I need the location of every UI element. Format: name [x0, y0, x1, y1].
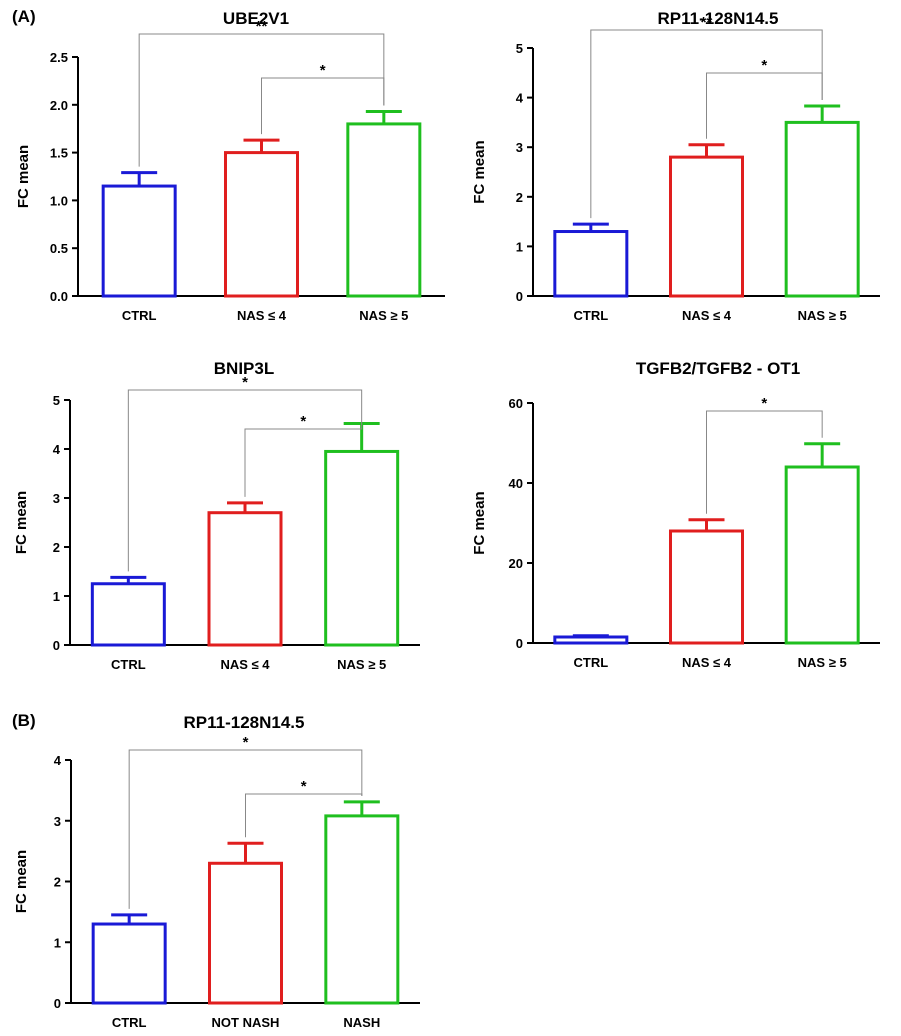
significance-label: *: [761, 57, 767, 74]
bar-3: [324, 814, 400, 1005]
charts-container: UBE2V1 FC mean 0.0 0.5 1.0 1.5 2.0 2.5 CTRL NAS ≤…: [13, 9, 880, 1030]
bar-1: [553, 635, 629, 645]
bar-2: [669, 155, 744, 298]
significance-label: *: [243, 734, 249, 751]
y-axis-label: FC mean: [471, 491, 488, 554]
bar-1: [91, 922, 167, 1005]
significance-bracket: [261, 77, 385, 135]
bar-1: [90, 582, 166, 647]
significance-bracket: [245, 793, 363, 838]
y-axis-label: FC mean: [471, 140, 488, 203]
significance-bracket: [127, 389, 363, 572]
chart-4: TGFB2/TGFB2 - OT1 FC mean 0 20 40 60 CTRL NAS ≤…: [471, 359, 880, 670]
category-label: NAS ≤ 4: [682, 655, 732, 670]
y-tick-label: 0.0: [50, 289, 68, 304]
significance-label: **: [701, 14, 713, 31]
significance-label: **: [256, 18, 268, 35]
chart-2: RP11-128N14.5 FC mean 0 1 2 3 4 5 CTRL NAS ≤ 4 NAS…: [471, 9, 880, 323]
bar-1: [101, 184, 177, 298]
y-tick-label: 2: [53, 540, 60, 555]
y-tick-label: 4: [53, 442, 61, 457]
category-label: CTRL: [573, 655, 608, 670]
chart-3: BNIP3L FC mean 0 1 2 3 4 5 CTRL NAS ≤ 4 NAS ≥ 5 * *: [13, 359, 420, 672]
bar-3: [324, 449, 400, 647]
y-tick-label: 5: [516, 41, 523, 56]
chart-title: RP11-128N14.5: [184, 713, 305, 732]
significance-bracket: [590, 29, 823, 219]
y-tick-label: 0: [516, 636, 523, 651]
y-tick-label: 40: [509, 476, 523, 491]
chart-title: TGFB2/TGFB2 - OT1: [636, 359, 800, 378]
significance-label: *: [300, 413, 306, 430]
y-tick-label: 1: [54, 935, 61, 950]
y-tick-label: 2.5: [50, 50, 68, 65]
category-label: NAS ≥ 5: [337, 657, 386, 672]
y-tick-label: 0: [54, 996, 61, 1011]
category-label: NAS ≤ 4: [237, 308, 287, 323]
y-tick-label: 2: [54, 875, 61, 890]
category-label: NAS ≥ 5: [798, 655, 847, 670]
panel-label-b: (B): [12, 711, 36, 730]
bar-2: [208, 861, 283, 1005]
significance-bracket: [128, 749, 363, 909]
y-tick-label: 3: [53, 491, 60, 506]
y-tick-label: 60: [509, 396, 523, 411]
y-tick-label: 1.0: [50, 193, 68, 208]
y-axis-label: FC mean: [13, 491, 30, 554]
panel-label-a: (A): [12, 7, 36, 26]
category-label: CTRL: [122, 308, 157, 323]
bar-2: [669, 529, 744, 645]
category-label: CTRL: [111, 657, 146, 672]
bar-2: [207, 511, 283, 647]
significance-bracket: [706, 72, 823, 139]
category-label: CTRL: [573, 308, 608, 323]
category-label: CTRL: [112, 1015, 147, 1030]
y-tick-label: 0: [53, 638, 60, 653]
chart-1: UBE2V1 FC mean 0.0 0.5 1.0 1.5 2.0 2.5 CTRL NAS ≤…: [15, 9, 445, 323]
y-tick-label: 2: [516, 190, 523, 205]
y-tick-label: 1: [516, 239, 523, 254]
y-tick-label: 0: [516, 289, 523, 304]
bar-1: [553, 230, 629, 298]
category-label: NOT NASH: [212, 1015, 280, 1030]
y-tick-label: 4: [54, 753, 62, 768]
chart-5: RP11-128N14.5 FC mean 0 1 2 3 4 CTRL NOT NASH NAS…: [13, 713, 420, 1030]
category-label: NAS ≥ 5: [359, 308, 408, 323]
y-tick-label: 0.5: [50, 241, 68, 256]
category-label: NAS ≥ 5: [798, 308, 847, 323]
y-tick-label: 3: [516, 140, 523, 155]
bar-3: [784, 465, 860, 645]
chart-title: UBE2V1: [223, 9, 289, 28]
significance-label: *: [320, 62, 326, 79]
y-tick-label: 20: [509, 556, 523, 571]
significance-label: *: [301, 778, 307, 795]
significance-label: *: [242, 374, 248, 391]
y-axis-label: FC mean: [13, 850, 30, 913]
bar-3: [346, 122, 422, 298]
y-axis-label: FC mean: [15, 145, 32, 208]
significance-label: *: [761, 395, 767, 412]
bar-3: [784, 120, 860, 298]
y-tick-label: 3: [54, 814, 61, 829]
y-tick-label: 1: [53, 589, 60, 604]
y-tick-label: 1.5: [50, 146, 68, 161]
chart-title: RP11-128N14.5: [658, 9, 779, 28]
y-tick-label: 5: [53, 393, 60, 408]
significance-bracket: [706, 410, 823, 514]
y-tick-label: 4: [516, 91, 524, 106]
significance-bracket: [244, 417, 363, 497]
bar-2: [224, 151, 299, 298]
category-label: NASH: [343, 1015, 380, 1030]
significance-bracket: [138, 33, 385, 167]
category-label: NAS ≤ 4: [220, 657, 270, 672]
y-tick-label: 2.0: [50, 98, 68, 113]
category-label: NAS ≤ 4: [682, 308, 732, 323]
chart-title: BNIP3L: [214, 359, 274, 378]
